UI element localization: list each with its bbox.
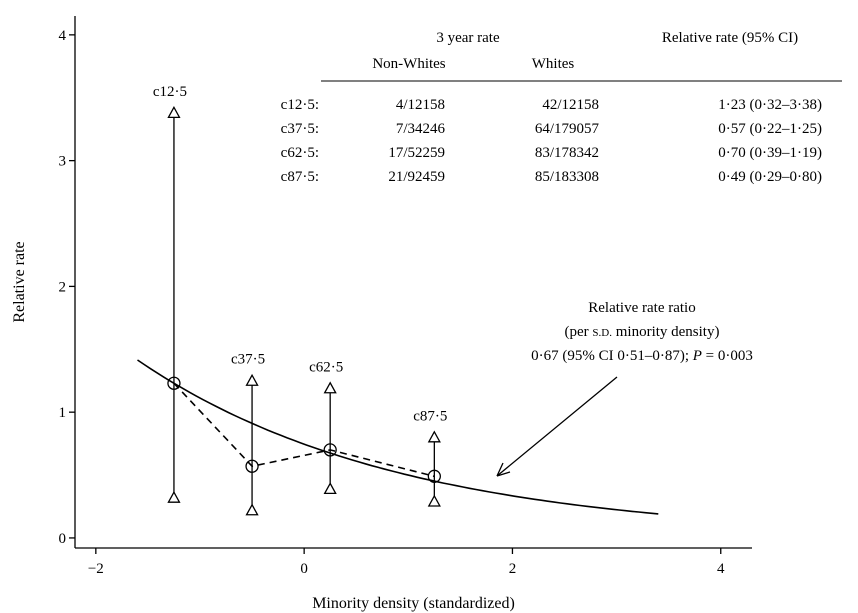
table-cell-whites: 64/179057	[535, 121, 600, 137]
y-tick-label: 2	[59, 279, 67, 295]
annotation-line-1: Relative rate ratio	[588, 300, 695, 316]
ci-limit-marker	[167, 490, 181, 503]
annotation-pvalue: = 0·003	[702, 348, 753, 364]
table-header-whites: Whites	[532, 56, 575, 72]
table-header-relative-rate: Relative rate (95% CI)	[662, 30, 798, 46]
ci-limit-marker	[323, 482, 337, 495]
table-cell-nonwhites: 7/34246	[396, 121, 446, 137]
table-cell-rr: 0·57 (0·22–1·25)	[718, 121, 822, 137]
table-row-label: c37·5:	[281, 121, 319, 137]
table-cell-whites: 42/12158	[542, 97, 599, 113]
table-cell-rr: 0·70 (0·39–1·19)	[718, 145, 822, 161]
table-header-3-year-rate: 3 year rate	[436, 30, 500, 46]
point-label: c87·5	[413, 408, 447, 424]
axes: 0 1 2 3 4 −2 0 2 4 Minority density (standardized…	[11, 16, 752, 612]
ci-limit-marker	[167, 105, 181, 118]
y-tick-label: 0	[59, 531, 67, 547]
table-cell-rr: 1·23 (0·32–3·38)	[718, 97, 822, 113]
y-tick-label: 1	[59, 405, 67, 421]
x-tick-label: 4	[717, 561, 725, 577]
x-tick-label: −2	[88, 561, 104, 577]
x-axis-title: Minority density (standardized)	[312, 595, 515, 612]
annotation-sd: S.D.	[592, 327, 612, 339]
annotation: Relative rate ratio (per S.D. minority d…	[496, 300, 753, 477]
table-row-label: c87·5:	[281, 169, 319, 185]
dashed-line	[173, 382, 435, 478]
table-cell-nonwhites: 4/12158	[396, 97, 445, 113]
point-label: c62·5	[309, 359, 343, 375]
annotation-arrow-line	[496, 376, 618, 477]
table-cell-rr: 0·49 (0·29–0·80)	[718, 169, 822, 185]
table-header-nonwhites: Non-Whites	[372, 56, 445, 72]
table-cell-nonwhites: 17/52259	[388, 145, 445, 161]
rate-table: 3 year rate Relative rate (95% CI) Non-W…	[281, 30, 842, 185]
ci-limit-marker	[323, 381, 337, 394]
series: c12·5 c37·5 c62·5 c87·5	[137, 84, 659, 516]
point-label: c12·5	[153, 84, 187, 100]
x-tick-label: 2	[509, 561, 517, 577]
annotation-line-3: 0·67 (95% CI 0·51–0·87); P = 0·003	[531, 348, 753, 364]
ci-limit-marker	[427, 430, 441, 443]
point-label: c37·5	[231, 352, 265, 368]
annotation-ci: 0·67 (95% CI 0·51–0·87);	[531, 348, 693, 364]
y-tick-label: 3	[59, 154, 67, 170]
ci-limit-marker	[427, 494, 441, 507]
annotation-minority: minority density)	[612, 324, 720, 340]
estimate-point	[167, 376, 181, 390]
table-row-label: c62·5:	[281, 145, 319, 161]
x-tick-label: 0	[300, 561, 308, 577]
fitted-curve	[137, 359, 659, 515]
ci-limit-marker	[245, 373, 259, 386]
table-cell-whites: 85/183308	[535, 169, 599, 185]
annotation-p: P	[692, 348, 702, 364]
y-axis-title: Relative rate	[11, 241, 28, 322]
annotation-arrow-head	[496, 462, 511, 477]
estimate-point	[427, 469, 441, 483]
annotation-line-2: (per S.D. minority density)	[565, 324, 720, 340]
estimate-point	[323, 443, 337, 457]
table-cell-nonwhites: 21/92459	[388, 169, 445, 185]
annotation-per: (per	[565, 324, 593, 340]
y-tick-label: 4	[59, 28, 67, 44]
estimate-point	[245, 459, 259, 473]
table-cell-whites: 83/178342	[535, 145, 599, 161]
ci-limit-marker	[245, 503, 259, 516]
table-row-label: c12·5:	[281, 97, 319, 113]
